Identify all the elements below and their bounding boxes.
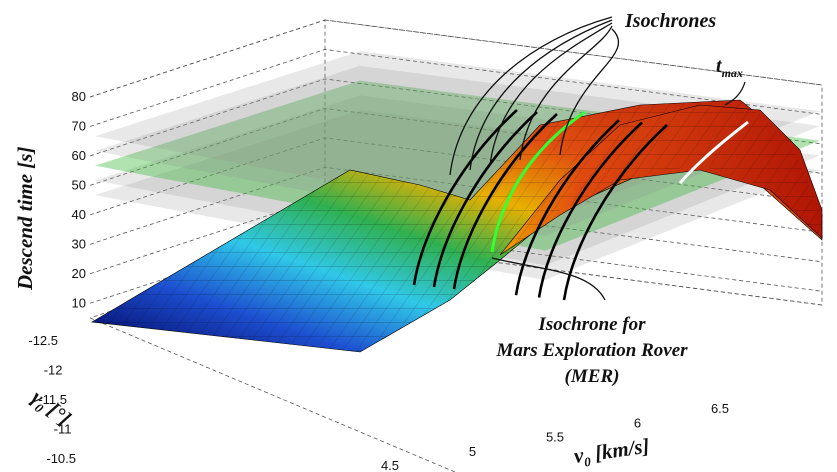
isochrone-curves: [412, 109, 668, 301]
z-tick-label: 50: [72, 177, 86, 192]
z-tick-label: 80: [72, 89, 86, 104]
z-axis-label: Descend time [s]: [13, 147, 37, 291]
isochrone-leader: [469, 19, 613, 171]
isochrone-curve: [562, 124, 668, 301]
z-gridline: [89, 166, 823, 245]
tmax-curve: [678, 120, 749, 184]
z-tick-label: 70: [72, 118, 86, 133]
z-tick-labels: 10 20 30 40 50 60 70 80: [72, 89, 86, 310]
y-tick-label: -11.5: [38, 392, 67, 407]
x-tick-label: 5.5: [546, 430, 564, 445]
y-tick-label: -11: [54, 422, 72, 437]
back-wall-right: [324, 19, 823, 306]
x-tick-label: 6.5: [711, 401, 729, 416]
x-tick-label: 6: [634, 415, 641, 430]
x-axis-label: v0 [km/s]: [572, 434, 651, 471]
z-tick-label: 40: [72, 207, 86, 222]
mer-annotation-line1: Isochrone for: [537, 314, 646, 335]
y-tick-label: -12.5: [28, 333, 58, 348]
isochrone-curve: [514, 119, 620, 296]
y-tick-label: -10.5: [46, 451, 76, 466]
z-tick-label: 20: [72, 266, 86, 281]
isochrone-leader-lines: [449, 16, 620, 176]
isochrone-curve: [432, 111, 538, 288]
z-tick-label: 10: [72, 295, 86, 310]
mer-annotation-line3: (MER): [565, 366, 620, 387]
surface-mesh: [92, 100, 822, 352]
tmax-leader-line: [724, 81, 746, 106]
mer-leader-line: [491, 257, 606, 301]
tmax-annotation: tmax: [716, 55, 743, 80]
isochrones-annotation: Isochrones: [624, 10, 716, 32]
x-tick-label: 5: [469, 444, 476, 459]
z-gridline: [89, 137, 823, 216]
x-tick-labels: 4.5 5 5.5 6 6.5: [381, 401, 729, 472]
x-tick-label: 4.5: [381, 458, 399, 472]
mer-annotation-line2: Mars Exploration Rover: [495, 340, 688, 361]
y-tick-label: -12: [44, 363, 63, 378]
floor-diag: [89, 239, 823, 472]
isochrone-curve: [412, 109, 518, 286]
isochrone-leader: [449, 16, 613, 176]
isochrone-leader: [489, 22, 613, 166]
isochrone-curve: [452, 113, 558, 290]
isochrone-leader: [559, 28, 620, 156]
isochrone-curve: [537, 121, 643, 298]
isochrone-plane: [95, 51, 820, 222]
z-tick-label: 60: [72, 148, 86, 163]
z-gridline: [89, 49, 823, 127]
descent-surface: [91, 99, 823, 353]
z-gridline: [89, 19, 823, 98]
y-tick-labels: -12.5 -12 -11.5 -11 -10.5: [28, 333, 76, 466]
isochrone-leader: [519, 25, 613, 161]
z-tick-label: 30: [72, 236, 86, 251]
isochrone-planes: [95, 51, 820, 281]
